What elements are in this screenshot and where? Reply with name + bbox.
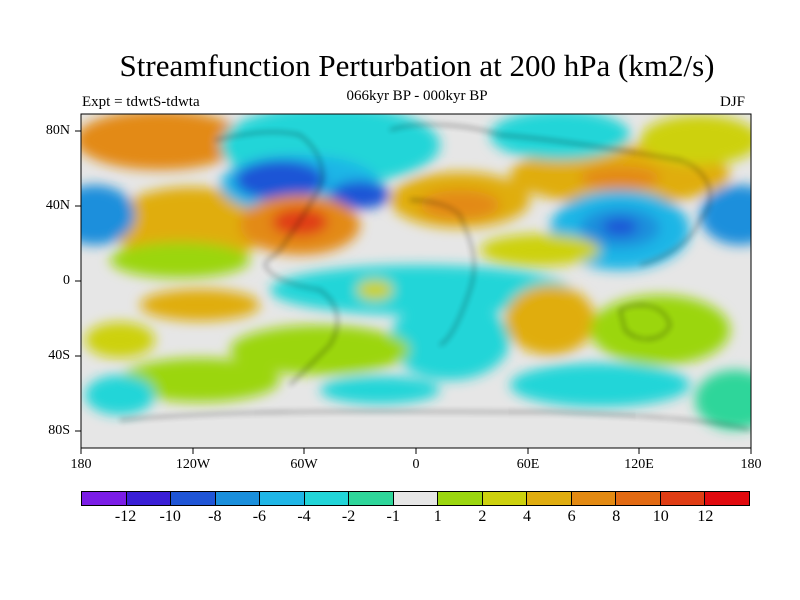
lon-label-0: 0 [412, 457, 420, 472]
colorbar-segment [126, 492, 172, 505]
lat-label-40n: 40N [45, 198, 70, 213]
colorbar-segment [260, 492, 305, 505]
colorbar-segment [705, 492, 749, 505]
colorbar-segment [304, 492, 350, 505]
colorbar-segment [438, 492, 483, 505]
colorbar-label: -6 [252, 508, 267, 525]
colorbar-segment [482, 492, 528, 505]
colorbar-segment [215, 492, 261, 505]
coastlines [119, 124, 751, 431]
axis-ticks [75, 130, 752, 454]
lat-label-80s: 80S [48, 423, 70, 438]
colorbar-label: 4 [523, 508, 531, 525]
season-label: DJF [720, 94, 746, 110]
colorbar-label: 8 [612, 508, 621, 525]
experiment-label: Expt = tdwtS-tdwta [82, 94, 200, 110]
colorbar-label: 2 [478, 508, 487, 525]
lon-label-120e: 120E [624, 457, 654, 472]
colorbar-segment [571, 492, 617, 505]
colorbar-segment [527, 492, 572, 505]
colorbar-label: 1 [433, 508, 442, 525]
colorbar-label: 6 [567, 508, 576, 525]
colorbar-segment [393, 492, 439, 505]
colorbar-label: -12 [114, 508, 137, 525]
colorbar-label: 10 [652, 508, 669, 525]
colorbar-label: -4 [297, 508, 311, 525]
lon-label-60e: 60E [516, 457, 540, 472]
colorbar-segment [349, 492, 394, 505]
lon-label-180w: 180 [70, 457, 92, 472]
colorbar-label: 12 [697, 508, 714, 525]
chart-subtitle: 066kyr BP - 000kyr BP [346, 88, 488, 104]
colorbar-segment [82, 492, 127, 505]
colorbar-label: -10 [159, 508, 181, 525]
colorbar-label: -8 [208, 508, 222, 525]
lat-label-80n: 80N [45, 123, 70, 138]
lon-label-60w: 60W [290, 457, 318, 472]
colorbar-segment [171, 492, 216, 505]
colorbar [81, 491, 750, 506]
contour-field [81, 114, 751, 448]
colorbar-label: -2 [341, 508, 356, 525]
colorbar-segment [616, 492, 661, 505]
colorbar-label: -1 [386, 508, 400, 525]
lat-label-0: 0 [63, 273, 70, 288]
chart-title: Streamfunction Perturbation at 200 hPa (… [119, 48, 715, 83]
lon-label-120w: 120W [175, 457, 211, 472]
colorbar-segment [660, 492, 706, 505]
lon-label-180e: 180 [740, 457, 762, 472]
lat-label-40s: 40S [48, 348, 70, 363]
